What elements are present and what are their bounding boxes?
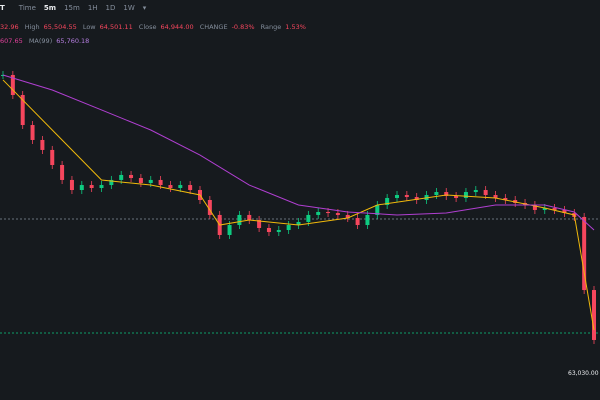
time-label: Time: [18, 4, 36, 12]
candle-body: [503, 197, 508, 200]
candle-body: [345, 214, 350, 219]
open: 32.96: [0, 23, 19, 31]
candle-body: [237, 214, 242, 226]
candle-body: [414, 197, 419, 200]
candle-body: [79, 185, 84, 191]
candle-body: [316, 211, 321, 215]
candle-body: [444, 192, 449, 196]
candle-body: [463, 192, 468, 198]
ma-value: 65,760.18: [56, 37, 90, 45]
candle-body: [266, 227, 271, 233]
symbol[interactable]: T: [0, 4, 5, 12]
candle-body: [129, 174, 134, 179]
candle-body: [40, 139, 45, 150]
candle-body: [582, 216, 587, 291]
candle-body: [50, 149, 55, 165]
candle-body: [483, 190, 488, 196]
candle-body: [148, 179, 153, 184]
label: CHANGE: [199, 23, 228, 31]
candle-body: [168, 185, 173, 189]
candle-body: [30, 125, 35, 140]
price-tag: 63,030.00: [568, 370, 599, 377]
toolbar: T Time 5m 15m 1H 1D 1W ▾: [0, 0, 154, 16]
value: 65,504.55: [43, 23, 77, 31]
ohlc-row: 32.96 High 65,504.55 Low 64,501.11 Close 64…: [0, 23, 310, 31]
candle-body: [10, 74, 15, 96]
label: Range: [260, 23, 282, 31]
candle-body: [158, 179, 163, 186]
candle-body: [109, 179, 114, 186]
candle-body: [227, 225, 232, 235]
interval[interactable]: 5m: [43, 4, 57, 12]
price-tag-bg: [560, 367, 600, 378]
value: -0.83%: [231, 23, 255, 31]
candle-body: [365, 214, 370, 226]
candle-body: [454, 195, 459, 198]
candle-body: [355, 218, 360, 226]
candle-body: [542, 207, 547, 210]
ma-row: 607.65 MA(99) 65,760.18: [0, 37, 93, 45]
label: High: [24, 23, 40, 31]
label: Close: [138, 23, 157, 31]
candle-body: [69, 179, 74, 191]
candle-body: [207, 199, 212, 215]
candle-body: [60, 164, 65, 180]
candle-body: [434, 192, 439, 196]
interval[interactable]: 1W: [123, 4, 135, 12]
value: 64,944.00: [160, 23, 194, 31]
candle-body: [326, 211, 331, 214]
candle-body: [286, 225, 291, 231]
candle-body: [404, 195, 409, 198]
interval[interactable]: 1H: [87, 4, 98, 12]
candle-body: [99, 185, 104, 189]
ma-value: 607.65: [0, 37, 23, 45]
value: 1.53%: [285, 23, 306, 31]
interval[interactable]: 15m: [64, 4, 80, 12]
candle-body: [276, 230, 281, 233]
candle-body: [188, 185, 193, 191]
candle-body: [89, 185, 94, 189]
ma-line: [2, 74, 595, 231]
candle-body: [335, 213, 340, 215]
ma-label: MA(99): [28, 37, 53, 45]
candle-body: [375, 204, 380, 215]
candle-body: [532, 204, 537, 210]
candle-body: [552, 207, 557, 210]
candle-body: [395, 195, 399, 198]
candle-body: [493, 195, 498, 198]
candle-body: [592, 290, 596, 340]
interval[interactable]: 1D: [105, 4, 116, 12]
candle-body: [119, 174, 124, 180]
candle-body: [296, 221, 301, 226]
candle-body: [257, 220, 262, 228]
candle-body: [385, 197, 390, 205]
candle-body: [562, 209, 567, 214]
candle-body: [306, 214, 311, 222]
candle-body: [20, 95, 25, 126]
candle-body: [473, 190, 478, 193]
candle-body: [138, 178, 143, 184]
candle-body: [178, 185, 183, 189]
more[interactable]: ▾: [142, 4, 147, 12]
value: 64,501.11: [99, 23, 133, 31]
candle-body: [247, 214, 252, 221]
label: Low: [82, 23, 96, 31]
